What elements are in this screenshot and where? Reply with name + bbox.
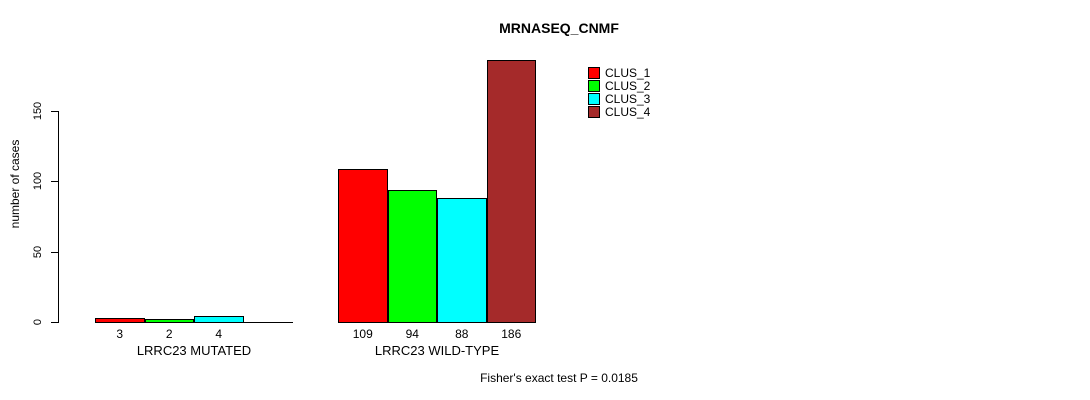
legend-color-swatch [588, 106, 600, 119]
bar-value-label: 109 [352, 327, 373, 341]
group-label: LRRC23 MUTATED [136, 343, 252, 358]
bar-value-label: 3 [116, 327, 124, 341]
legend-item-clus_2: CLUS_2 [588, 79, 650, 92]
legend-label: CLUS_2 [605, 78, 651, 93]
bar-clus_1 [338, 169, 388, 323]
legend-item-clus_4: CLUS_4 [588, 106, 650, 119]
legend-color-swatch [588, 66, 600, 79]
legend-color-swatch [588, 79, 600, 92]
y-axis-label: number of cases [8, 139, 22, 229]
y-tick-label: 100 [32, 172, 44, 191]
legend-label: CLUS_3 [605, 92, 651, 107]
legend-color-swatch [588, 93, 600, 106]
bar-value-label: 4 [215, 327, 223, 341]
bar-clus_2 [387, 190, 437, 323]
y-tick [51, 322, 58, 323]
bar-clus_1 [95, 318, 145, 323]
chart-title: MRNASEQ_CNMF [499, 20, 619, 36]
y-tick [51, 251, 58, 253]
bar-clus_2 [144, 319, 194, 323]
y-axis-line [58, 111, 59, 323]
bar-value-label: 88 [455, 327, 469, 341]
y-tick-label: 50 [32, 245, 44, 258]
legend: CLUS_1 CLUS_2 CLUS_3 CLUS_4 [588, 66, 650, 119]
fisher-test-annotation: Fisher's exact test P = 0.0185 [480, 371, 638, 385]
bar-clus_3 [437, 198, 487, 323]
legend-label: CLUS_1 [605, 65, 651, 80]
legend-item-clus_1: CLUS_1 [588, 66, 650, 79]
bar-value-label: 186 [501, 327, 522, 341]
y-tick [51, 181, 58, 183]
bar-clus_3 [194, 316, 244, 323]
group-label: LRRC23 WILD-TYPE [374, 343, 500, 358]
legend-label: CLUS_4 [605, 105, 651, 120]
y-tick [51, 111, 58, 112]
legend-item-clus_3: CLUS_3 [588, 93, 650, 106]
bar-value-label: 2 [165, 327, 173, 341]
bar-value-label: 94 [405, 327, 419, 341]
y-tick-label: 150 [32, 101, 44, 121]
bar-clus_4 [486, 60, 536, 323]
y-tick-label: 0 [32, 318, 44, 326]
